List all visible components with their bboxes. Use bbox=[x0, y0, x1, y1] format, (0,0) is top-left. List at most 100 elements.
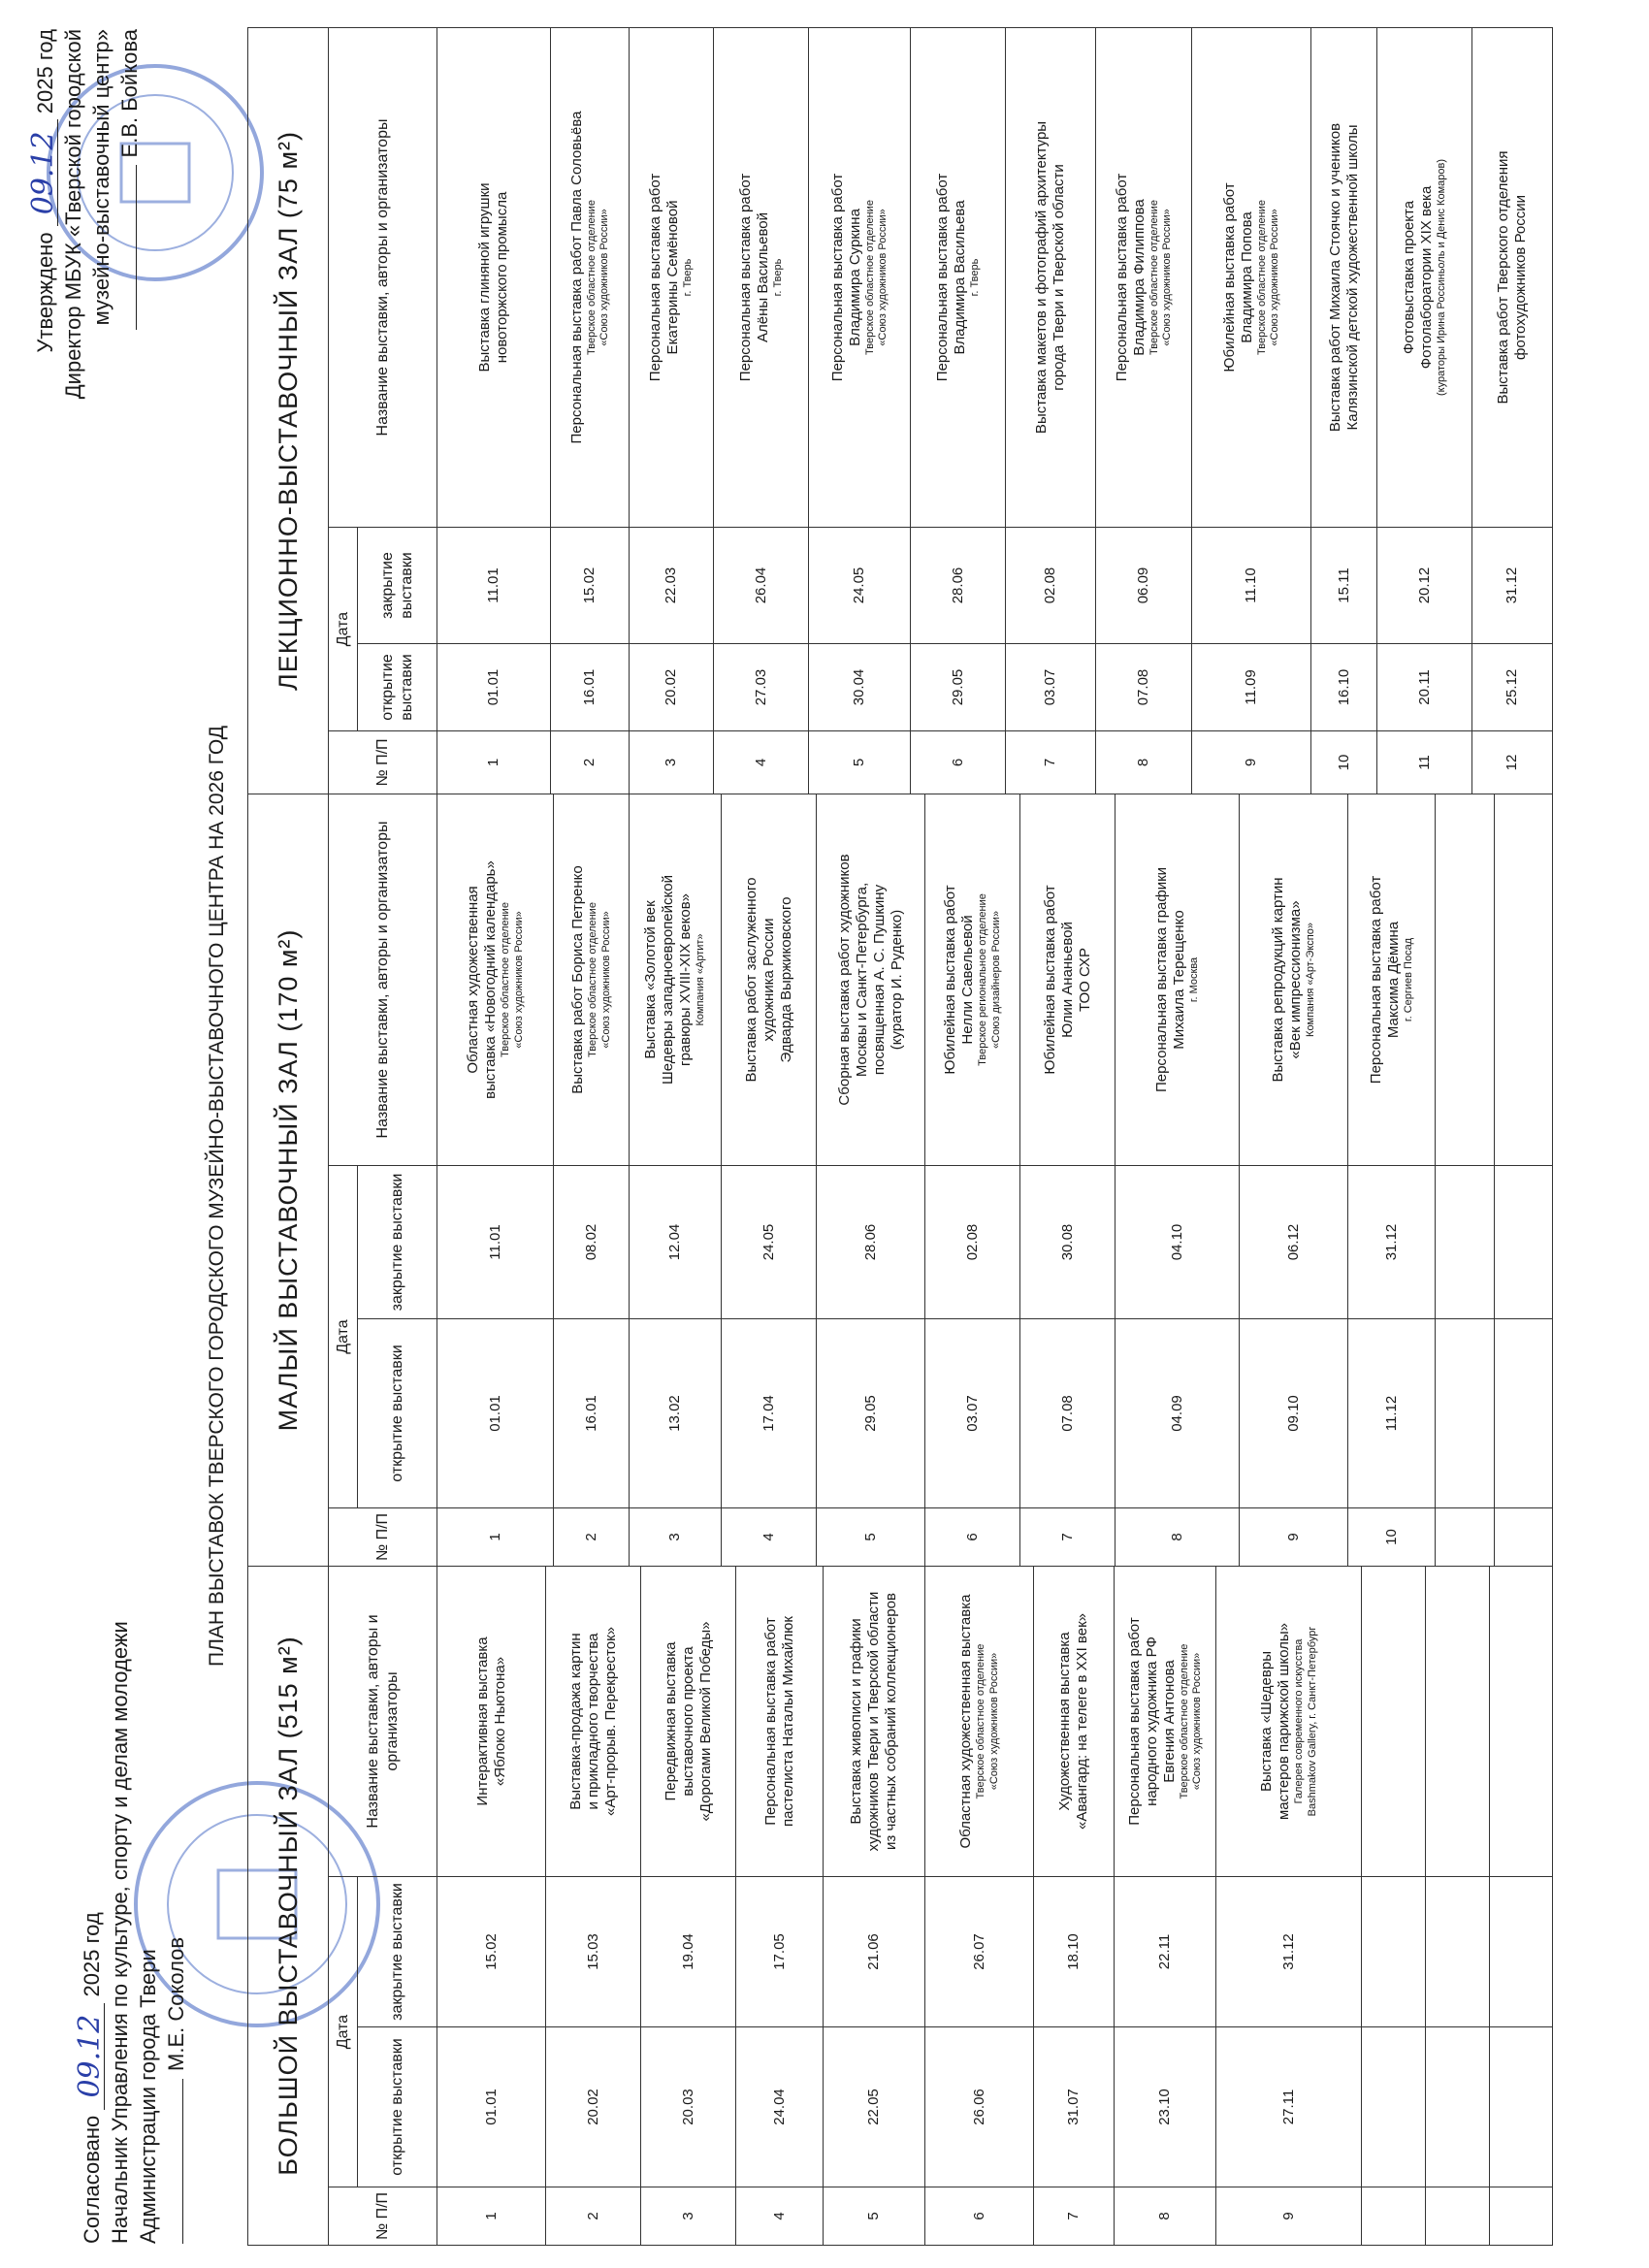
row-num: 5 bbox=[823, 2187, 925, 2246]
title-line: Юбилейная выставка работ bbox=[942, 885, 959, 1075]
row: 8 04.09 04.10 Персональная выставка графики… bbox=[1115, 794, 1240, 1567]
row-num: 5 bbox=[816, 1507, 925, 1567]
empty-cell bbox=[1494, 1507, 1553, 1567]
row: 9 09.10 06.12 Выставка репродукций картин «В… bbox=[1239, 794, 1348, 1567]
title-line: художников Твери и Тверской области bbox=[865, 1591, 882, 1852]
empty-cell bbox=[1435, 1507, 1495, 1567]
exhibition: Выставка работ Бориса Петренко Тверское о… bbox=[553, 794, 630, 1166]
row-num: 1 bbox=[436, 730, 551, 794]
title-line: города Твери и Тверской области bbox=[1051, 164, 1067, 391]
title-line: Юбилейная выставка работ bbox=[1220, 182, 1238, 373]
row-num: 10 bbox=[1310, 730, 1377, 794]
empty-cell bbox=[1489, 1876, 1553, 2027]
title-line: Персональная выставка работ bbox=[1125, 1617, 1143, 1826]
row: 1 01.01 11.01 Областная художественная выста… bbox=[436, 794, 554, 1567]
note-line: Тверское областное отделение bbox=[975, 1643, 987, 1799]
title-line: Максима Дёмина bbox=[1384, 921, 1402, 1039]
col-open: открытие выставки bbox=[357, 2026, 437, 2187]
exhibition: Персональная выставка работ пастелиста На… bbox=[735, 1566, 824, 1877]
row bbox=[1361, 1566, 1426, 2246]
close-date: 28.06 bbox=[816, 1165, 925, 1319]
close-date: 15.02 bbox=[436, 1876, 546, 2027]
title-line: Алёны Васильевой bbox=[754, 211, 771, 342]
title-line: «Век импрессионизма» bbox=[1286, 900, 1304, 1059]
title-line: Владимира Васильева bbox=[951, 200, 968, 355]
row: 9 11.09 11.10 Юбилейная выставка работ Влади… bbox=[1191, 27, 1311, 794]
exhibition: Персональная выставка работ Павла Соловь… bbox=[550, 27, 630, 528]
row: 7 07.08 30.08 Юбилейная выставка работ Юлии … bbox=[1019, 794, 1116, 1567]
note-line: Тверское областное отделение bbox=[585, 200, 598, 355]
exhibition: Персональная выставка работ Владимира Фил… bbox=[1095, 27, 1192, 528]
col-open: открытие выставки bbox=[357, 1318, 437, 1508]
open-date: 09.10 bbox=[1239, 1318, 1348, 1508]
empty-cell bbox=[1435, 794, 1495, 1166]
row-num: 7 bbox=[1019, 1507, 1116, 1567]
exhibition: Выставка глиняной игрушки новоторжского п… bbox=[436, 27, 551, 528]
row-num: 2 bbox=[553, 1507, 630, 1567]
title-line: Выставка «Шедевры bbox=[1258, 1651, 1276, 1792]
exhibition: Юбилейная выставка работ Юлии Ананьевой ТО… bbox=[1019, 794, 1116, 1166]
title-line: Персональная выставка работ bbox=[933, 173, 951, 382]
row-num: 1 bbox=[436, 2187, 546, 2246]
close-date: 15.02 bbox=[550, 527, 630, 644]
note-line: г. Тверь bbox=[682, 258, 695, 297]
label: Согласовано bbox=[80, 2115, 104, 2244]
row-num: 9 bbox=[1215, 2187, 1362, 2246]
open-date: 11.09 bbox=[1191, 643, 1311, 731]
close-date: 11.10 bbox=[1191, 527, 1311, 644]
note-line: «Союз дизайнеров России» bbox=[989, 910, 1002, 1050]
title-line: Калязинской детской художественной школы bbox=[1343, 124, 1361, 431]
note-line: Тверское региональное отделение bbox=[977, 893, 989, 1066]
close-date: 22.11 bbox=[1114, 1876, 1216, 2027]
org: Администрации города Твери bbox=[136, 1949, 160, 2244]
hall-name: ЛЕКЦИОННО-ВЫСТАВОЧНЫЙ ЗАЛ (75 м²) bbox=[247, 27, 329, 794]
col-name: Название выставки, авторы и организаторы bbox=[328, 794, 437, 1166]
title-line: Владимира Филиппова bbox=[1130, 199, 1148, 356]
title-line: «Яблоко Ньютона» bbox=[491, 1656, 508, 1787]
header-row: № П/П Дата Название выставки, авторы и орг… bbox=[328, 27, 437, 794]
title-line: Выставка репродукций картин bbox=[1269, 877, 1286, 1083]
exhibition: Выставка макетов и фотографий архитектур… bbox=[1005, 27, 1096, 528]
close-date: 21.06 bbox=[823, 1876, 925, 2027]
approval-right: Утверждено 09.12 2025 год Директор МБУК … bbox=[26, 29, 144, 399]
empty-cell bbox=[1425, 1566, 1490, 1877]
open-date: 20.02 bbox=[545, 2026, 641, 2187]
open-date: 07.08 bbox=[1095, 643, 1192, 731]
empty-cell bbox=[1425, 2026, 1490, 2187]
col-name: Название выставки, авторы и организаторы bbox=[328, 27, 437, 528]
empty-cell bbox=[1489, 2187, 1553, 2246]
col-date: Дата bbox=[328, 527, 358, 731]
close-date: 06.09 bbox=[1095, 527, 1192, 644]
label: Утверждено bbox=[33, 232, 57, 353]
title-line: посвященная А. С. Пушкину bbox=[870, 884, 888, 1076]
title-line: народного художника РФ bbox=[1143, 1636, 1160, 1806]
title-line: из частных собраний коллекционеров bbox=[883, 1593, 899, 1850]
row-num: 7 bbox=[1033, 2187, 1115, 2246]
row bbox=[1494, 794, 1553, 1567]
row: 7 31.07 18.10 Художественная выставка «Аванг… bbox=[1033, 1566, 1115, 2246]
title-line: Фотолаборатории XIX века bbox=[1417, 185, 1435, 370]
note-line: Тверское областное отделение bbox=[1148, 200, 1160, 355]
row: 7 03.07 02.08 Выставка макетов и фотографий… bbox=[1005, 27, 1096, 794]
exhibition: Персональная выставка работ Екатерины Сем… bbox=[629, 27, 714, 528]
title-line: Персональная выставка работ bbox=[736, 173, 754, 382]
title-line: пастелиста Натальи Михайлюк bbox=[779, 1616, 796, 1827]
row-num: 9 bbox=[1191, 730, 1311, 794]
col-name: Название выставки, авторы и организаторы bbox=[328, 1566, 437, 1877]
note-line: «Союз художников России» bbox=[877, 209, 889, 346]
row-num: 8 bbox=[1115, 1507, 1240, 1567]
title-line: Фотовыставка проекта bbox=[1400, 200, 1417, 355]
exhibition: Выставка «Золотой век Шедевры западноевро… bbox=[629, 794, 722, 1166]
col-date: Дата bbox=[328, 1876, 358, 2187]
title-line: Персональная выставка работ bbox=[1113, 173, 1130, 382]
title-line: Персональная выставка работ bbox=[647, 173, 664, 382]
title-line: Юлии Ананьевой bbox=[1058, 922, 1076, 1038]
row-num: 9 bbox=[1239, 1507, 1348, 1567]
row: 9 27.11 31.12 Выставка «Шедевры мастеров пар… bbox=[1215, 1566, 1362, 2246]
note-line: Компания «Арт-Экспо» bbox=[1304, 923, 1316, 1037]
title-line: Выставка работ Бориса Петренко bbox=[569, 865, 587, 1094]
open-date: 07.08 bbox=[1019, 1318, 1116, 1508]
close-date: 31.12 bbox=[1347, 1165, 1436, 1319]
open-date: 17.04 bbox=[721, 1318, 817, 1508]
